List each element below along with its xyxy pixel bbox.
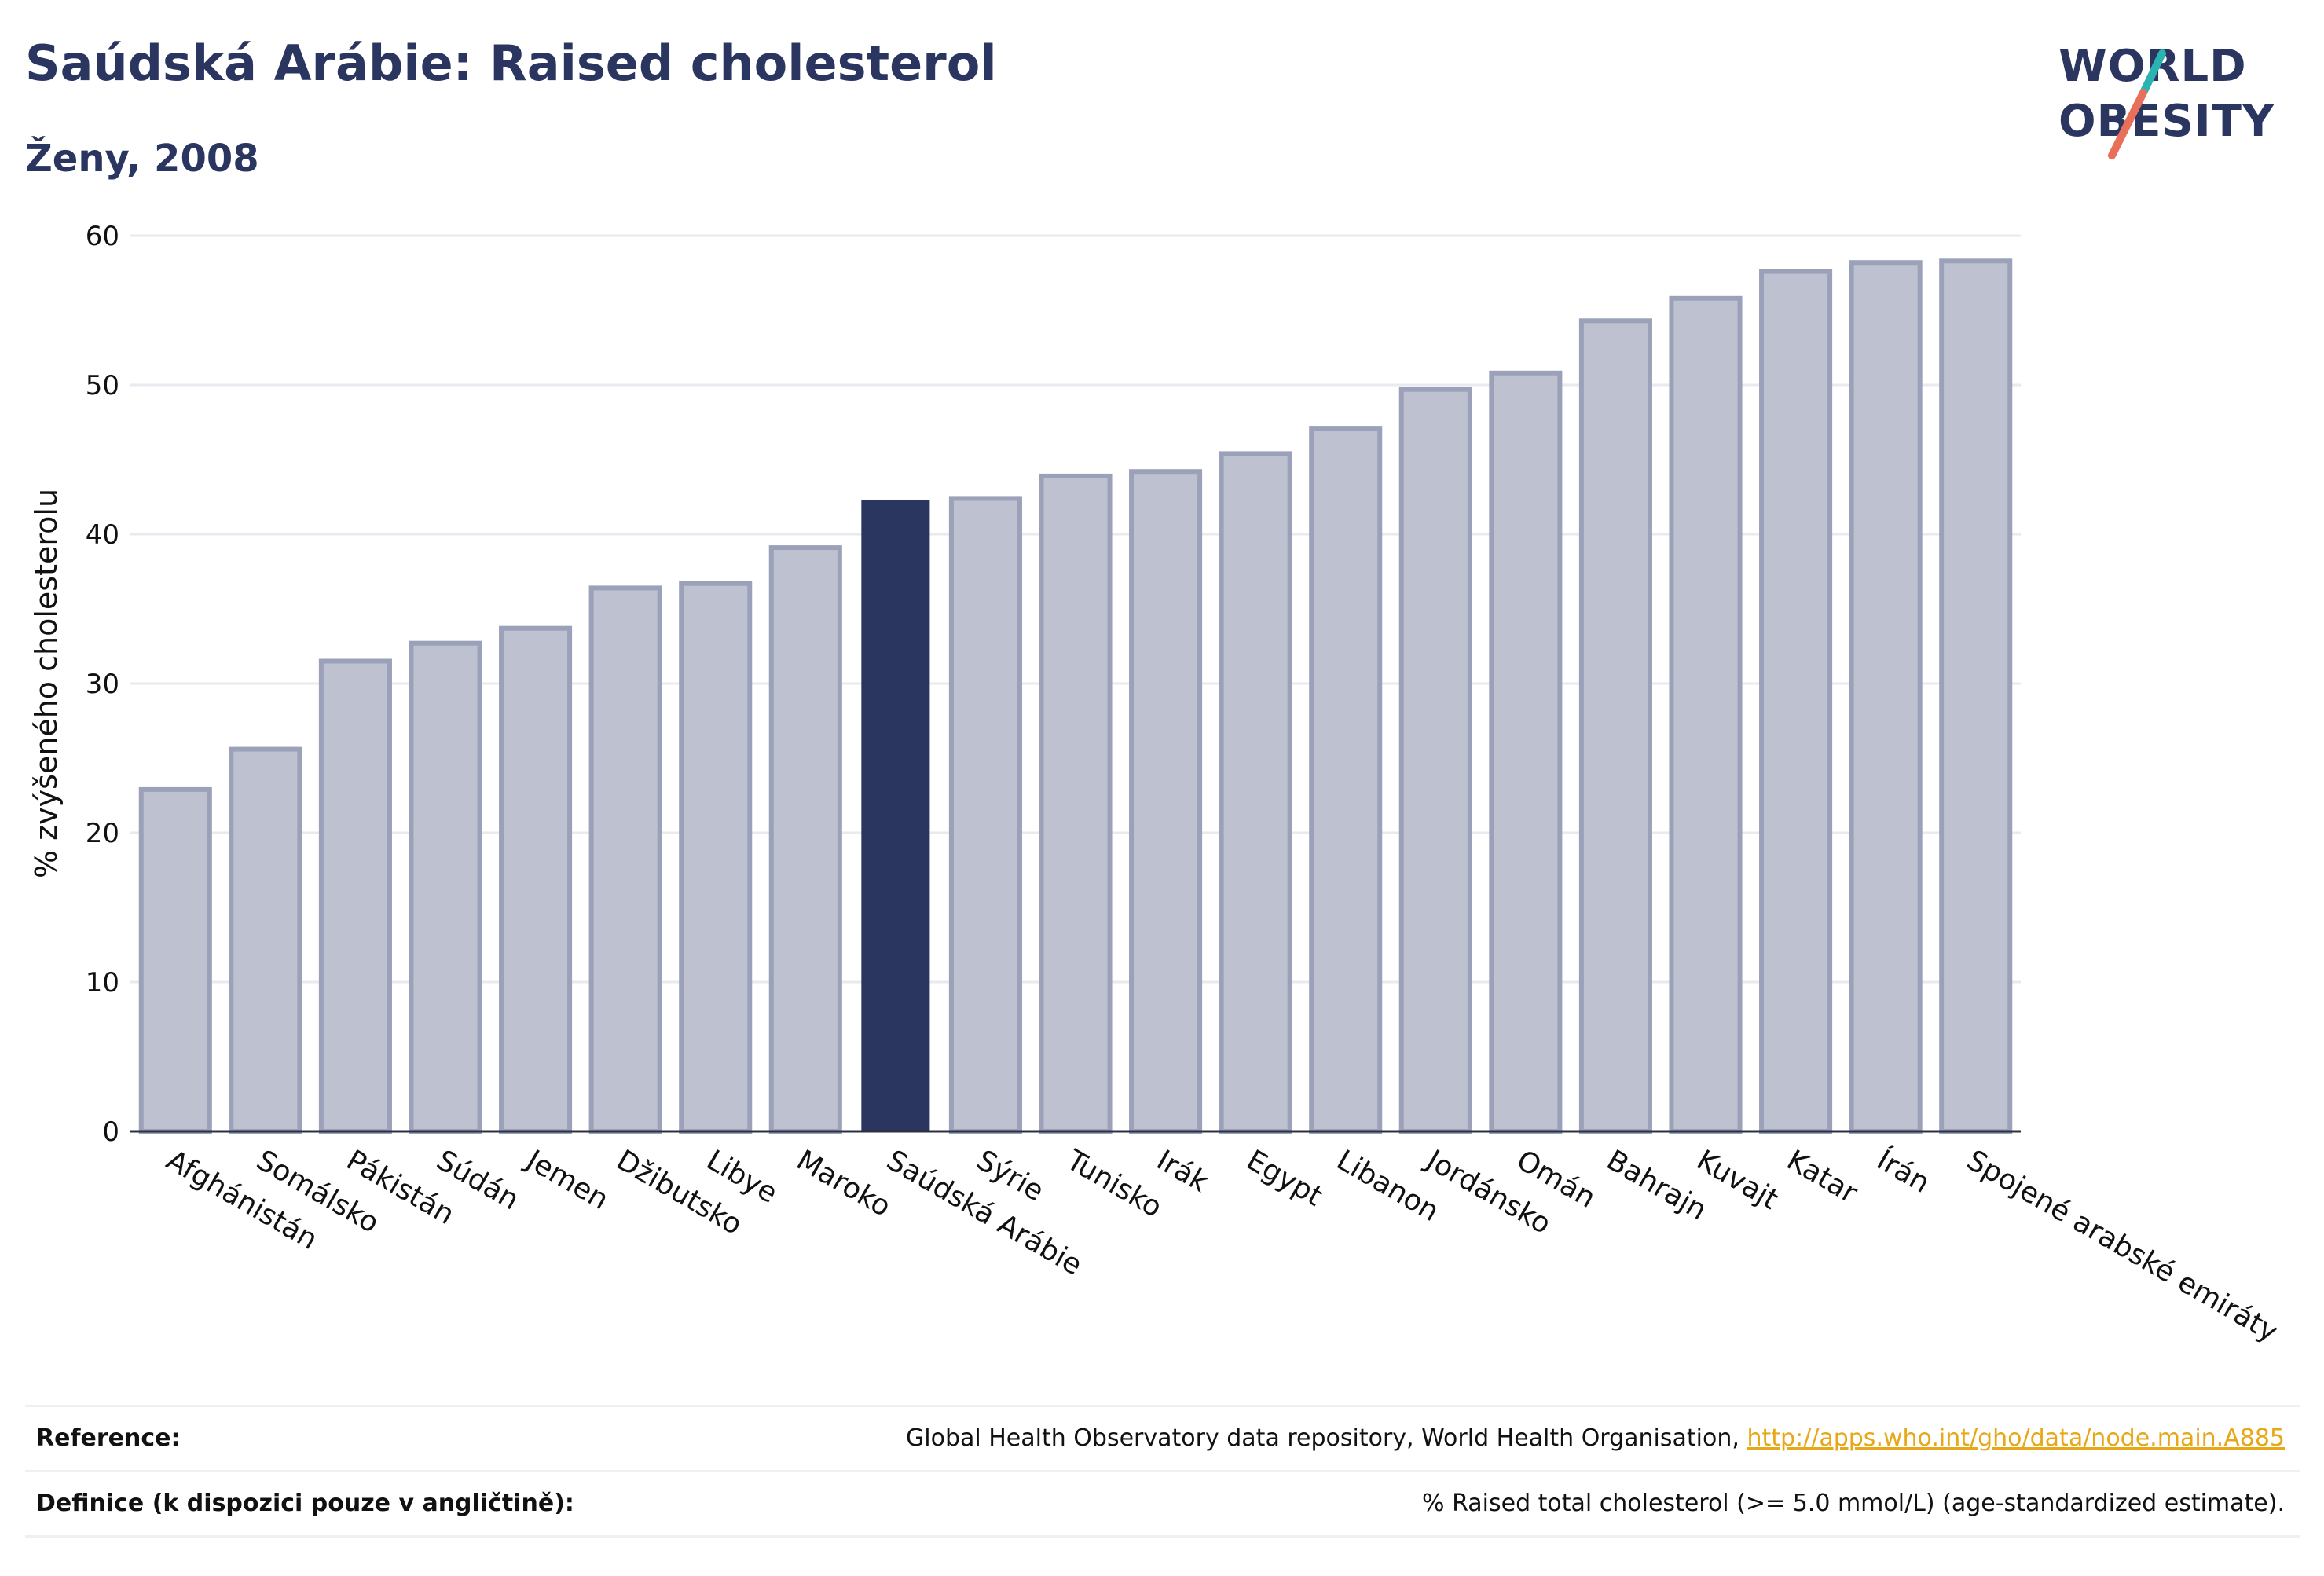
reference-link[interactable]: http://apps.who.int/gho/data/node.main.A… bbox=[1747, 1424, 2285, 1452]
bar bbox=[1849, 260, 1923, 1134]
x-category-label: Maroko bbox=[791, 1144, 896, 1223]
y-axis-title: % zvýšeného cholesterolu bbox=[29, 489, 64, 878]
x-axis-labels: AfghánistánSomálskoPákistánSúdánJemenDži… bbox=[161, 1143, 2283, 1348]
x-category-label: Spojené arabské emiráty bbox=[1961, 1144, 2283, 1348]
chart-title: Saúdská Arábie: Raised cholesterol bbox=[25, 35, 997, 92]
bar bbox=[1309, 426, 1383, 1134]
bar bbox=[1398, 387, 1472, 1134]
x-category-label: Afghánistán bbox=[161, 1144, 323, 1256]
bar bbox=[1669, 295, 1743, 1134]
bar bbox=[1219, 451, 1292, 1134]
y-tick-label: 50 bbox=[86, 370, 119, 401]
bar-chart: 0 10 20 30 40 50 60 AfghánistánSomálskoPákistá… bbox=[29, 221, 2283, 1349]
bar bbox=[1039, 473, 1113, 1134]
footer-table: Reference: Global Health Observatory dat… bbox=[25, 1405, 2300, 1538]
y-tick-label: 60 bbox=[86, 221, 119, 252]
bar bbox=[1939, 258, 2013, 1134]
bar bbox=[588, 585, 662, 1134]
footer-reference-row: Reference: Global Health Observatory dat… bbox=[25, 1405, 2300, 1470]
definition-text: % Raised total cholesterol (>= 5.0 mmol/… bbox=[1422, 1490, 2285, 1517]
y-tick-label: 0 bbox=[102, 1116, 119, 1148]
x-category-label: Írán bbox=[1871, 1143, 1936, 1200]
y-tick-label: 30 bbox=[86, 669, 119, 700]
chart-subtitle: Ženy, 2008 bbox=[25, 137, 259, 181]
bar bbox=[679, 581, 753, 1134]
bar bbox=[499, 625, 573, 1134]
bar bbox=[138, 786, 212, 1134]
reference-label: Reference: bbox=[36, 1424, 181, 1452]
bar bbox=[1759, 269, 1833, 1134]
x-category-label: Libanon bbox=[1331, 1144, 1444, 1228]
world-obesity-logo: WORLD OBESITY bbox=[2043, 24, 2310, 173]
logo-slash-icon bbox=[2108, 49, 2166, 159]
bar bbox=[1489, 370, 1563, 1134]
x-category-label: Jemen bbox=[519, 1143, 614, 1216]
bar bbox=[318, 658, 392, 1134]
logo-text-obesity: OBESITY bbox=[2058, 96, 2275, 147]
bars bbox=[138, 258, 2013, 1134]
bar-highlight bbox=[861, 500, 930, 1131]
bar bbox=[948, 496, 1022, 1134]
footer-definition-row: Definice (k dispozici pouze v angličtině… bbox=[25, 1470, 2300, 1538]
definition-label: Definice (k dispozici pouze v angličtině… bbox=[36, 1490, 574, 1517]
y-tick-label: 10 bbox=[86, 967, 119, 999]
y-tick-label: 40 bbox=[86, 519, 119, 551]
y-axis-ticks: 0 10 20 30 40 50 60 bbox=[86, 221, 119, 1148]
bar bbox=[1129, 469, 1203, 1134]
reference-value: Global Health Observatory data repositor… bbox=[906, 1424, 2285, 1452]
x-category-label: Tunisko bbox=[1061, 1144, 1167, 1224]
x-category-label: Katar bbox=[1781, 1144, 1863, 1210]
x-category-label: Bahrajn bbox=[1601, 1144, 1712, 1226]
bar bbox=[229, 746, 302, 1134]
y-tick-label: 20 bbox=[86, 818, 119, 849]
x-category-label: Irák bbox=[1151, 1144, 1214, 1199]
x-category-label: Egypt bbox=[1241, 1144, 1328, 1212]
bar bbox=[409, 640, 482, 1134]
bar bbox=[768, 545, 842, 1134]
reference-text: Global Health Observatory data repositor… bbox=[906, 1424, 1747, 1452]
bar bbox=[1578, 318, 1652, 1134]
